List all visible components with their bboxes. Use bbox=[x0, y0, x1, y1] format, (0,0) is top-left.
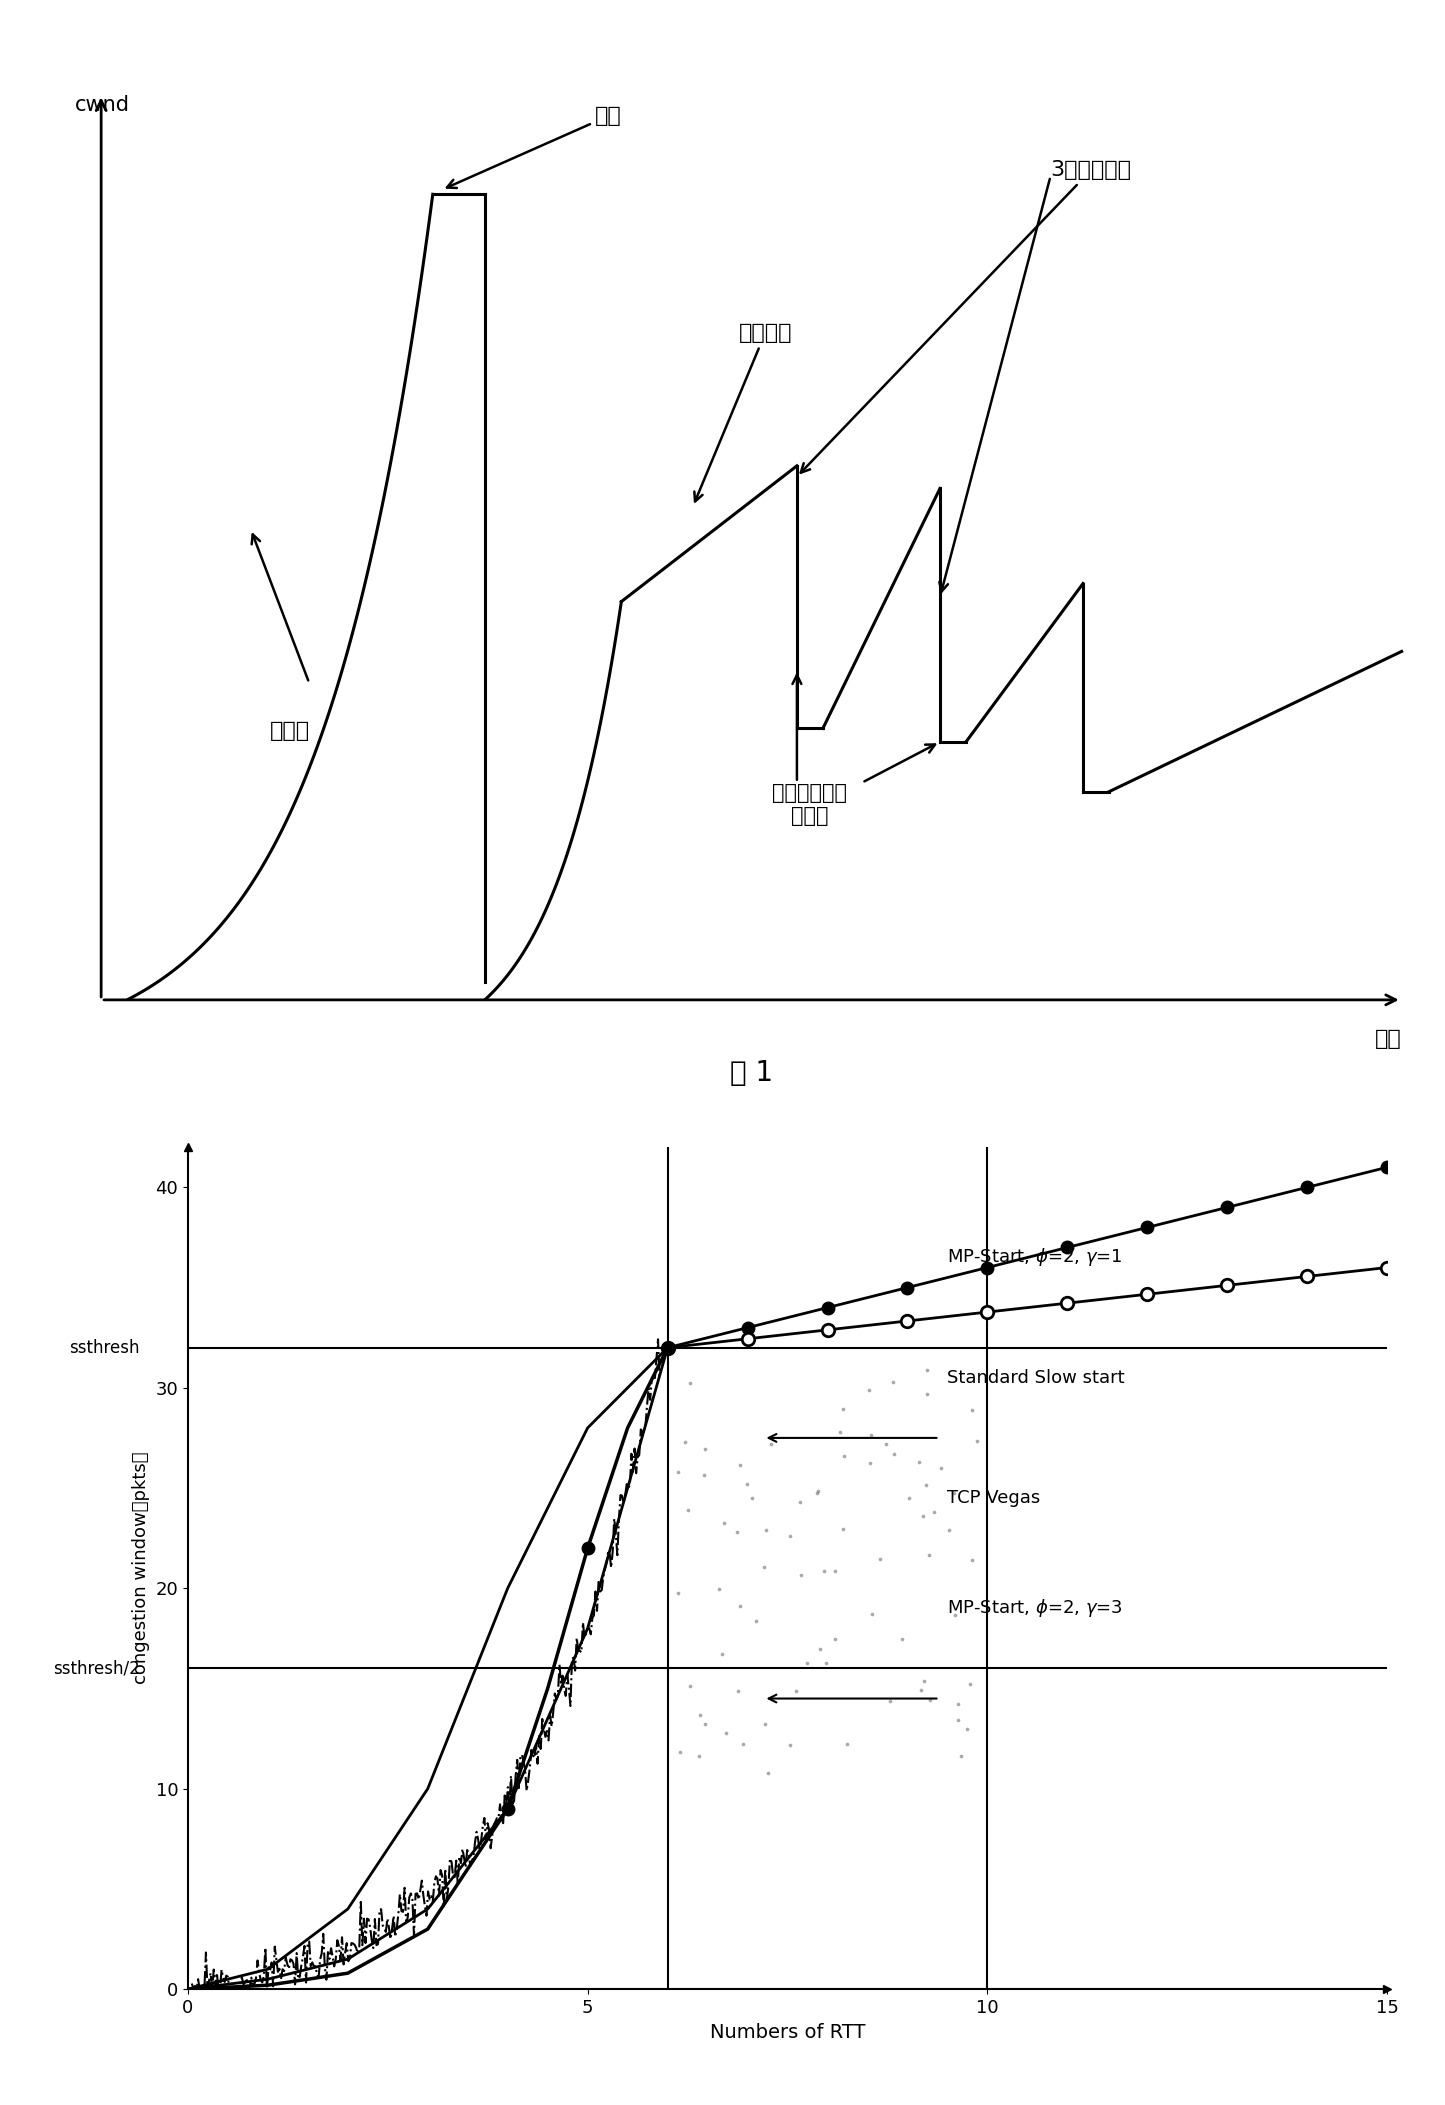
Point bbox=[806, 1474, 829, 1507]
Point bbox=[669, 1735, 692, 1768]
Point bbox=[736, 1467, 759, 1501]
Text: ssthresh/2: ssthresh/2 bbox=[53, 1659, 140, 1678]
Point bbox=[929, 1452, 952, 1486]
Point bbox=[916, 1354, 939, 1387]
Text: 时间: 时间 bbox=[1374, 1029, 1402, 1048]
Point bbox=[679, 1366, 702, 1400]
Point bbox=[958, 1667, 981, 1701]
Point bbox=[688, 1739, 711, 1772]
Text: TCP Vegas: TCP Vegas bbox=[948, 1488, 1040, 1507]
Point bbox=[741, 1482, 764, 1516]
Point bbox=[858, 1419, 881, 1452]
Point bbox=[942, 1476, 965, 1509]
Point bbox=[789, 1558, 812, 1591]
X-axis label: Numbers of RTT: Numbers of RTT bbox=[709, 2023, 866, 2042]
Point bbox=[946, 1688, 970, 1722]
Point bbox=[725, 1516, 749, 1549]
Point bbox=[692, 1459, 715, 1492]
Point bbox=[858, 1446, 881, 1480]
Point bbox=[779, 1728, 802, 1762]
Text: MP-Start, $\phi$=2, $\gamma$=1: MP-Start, $\phi$=2, $\gamma$=1 bbox=[948, 1246, 1123, 1269]
Point bbox=[694, 1707, 717, 1741]
Point bbox=[907, 1444, 931, 1478]
Text: 超时: 超时 bbox=[447, 105, 623, 187]
Point bbox=[915, 1377, 938, 1410]
Point bbox=[909, 1673, 932, 1707]
Point bbox=[785, 1673, 808, 1707]
Text: 图 1: 图 1 bbox=[730, 1059, 773, 1088]
Point bbox=[860, 1598, 883, 1631]
Point bbox=[944, 1598, 967, 1631]
Point bbox=[754, 1513, 777, 1547]
Point bbox=[874, 1427, 897, 1461]
Point bbox=[949, 1739, 972, 1772]
Point bbox=[796, 1646, 819, 1680]
Point bbox=[715, 1716, 738, 1749]
Point bbox=[892, 1623, 915, 1657]
Text: 快速重传与快
速恢复: 快速重传与快 速恢复 bbox=[773, 783, 847, 825]
Point bbox=[832, 1440, 855, 1474]
Text: 拥塞避免: 拥塞避免 bbox=[695, 322, 792, 501]
Point bbox=[759, 1427, 782, 1461]
Point bbox=[673, 1425, 696, 1459]
Point bbox=[806, 1476, 829, 1509]
Point bbox=[919, 1682, 942, 1716]
Point bbox=[824, 1623, 847, 1657]
Point bbox=[744, 1604, 767, 1638]
Point bbox=[814, 1646, 837, 1680]
Text: 慢启动: 慢启动 bbox=[270, 722, 311, 741]
Point bbox=[753, 1549, 776, 1583]
Point bbox=[727, 1673, 750, 1707]
Point bbox=[829, 1415, 853, 1448]
Point bbox=[912, 1499, 935, 1532]
Point bbox=[728, 1448, 751, 1482]
Text: 3个重复应答: 3个重复应答 bbox=[801, 160, 1131, 474]
Point bbox=[824, 1553, 847, 1587]
Point bbox=[955, 1711, 978, 1745]
Text: Standard Slow start: Standard Slow start bbox=[948, 1368, 1126, 1387]
Point bbox=[868, 1543, 892, 1577]
Point bbox=[835, 1728, 858, 1762]
Point bbox=[789, 1484, 812, 1518]
Point bbox=[753, 1707, 776, 1741]
Point bbox=[918, 1539, 941, 1572]
Point bbox=[666, 1577, 689, 1610]
Text: cwnd: cwnd bbox=[75, 95, 130, 116]
Point bbox=[879, 1684, 902, 1718]
Point bbox=[666, 1455, 689, 1488]
Point bbox=[936, 1513, 959, 1547]
Point bbox=[857, 1372, 880, 1406]
Point bbox=[711, 1638, 734, 1671]
Point bbox=[731, 1726, 754, 1760]
Point bbox=[678, 1669, 701, 1703]
Point bbox=[728, 1589, 751, 1623]
Point bbox=[912, 1665, 935, 1699]
Point bbox=[965, 1423, 988, 1457]
Point bbox=[708, 1572, 731, 1606]
Point bbox=[915, 1469, 938, 1503]
Point bbox=[832, 1391, 855, 1425]
Point bbox=[688, 1699, 711, 1732]
Point bbox=[959, 1543, 983, 1577]
Point bbox=[779, 1520, 802, 1553]
Point bbox=[831, 1511, 854, 1545]
Point bbox=[897, 1482, 920, 1516]
Y-axis label: congestion window（pkts）: congestion window（pkts） bbox=[131, 1452, 150, 1684]
Point bbox=[946, 1703, 970, 1737]
Point bbox=[923, 1495, 946, 1528]
Point bbox=[712, 1507, 736, 1541]
Point bbox=[812, 1556, 835, 1589]
Point bbox=[694, 1431, 717, 1465]
Point bbox=[809, 1631, 832, 1665]
Point bbox=[961, 1394, 984, 1427]
Point bbox=[883, 1438, 906, 1471]
Point bbox=[756, 1756, 779, 1789]
Text: ssthresh: ssthresh bbox=[69, 1339, 140, 1358]
Point bbox=[881, 1366, 905, 1400]
Text: MP-Start, $\phi$=2, $\gamma$=3: MP-Start, $\phi$=2, $\gamma$=3 bbox=[948, 1598, 1123, 1619]
Point bbox=[676, 1495, 699, 1528]
